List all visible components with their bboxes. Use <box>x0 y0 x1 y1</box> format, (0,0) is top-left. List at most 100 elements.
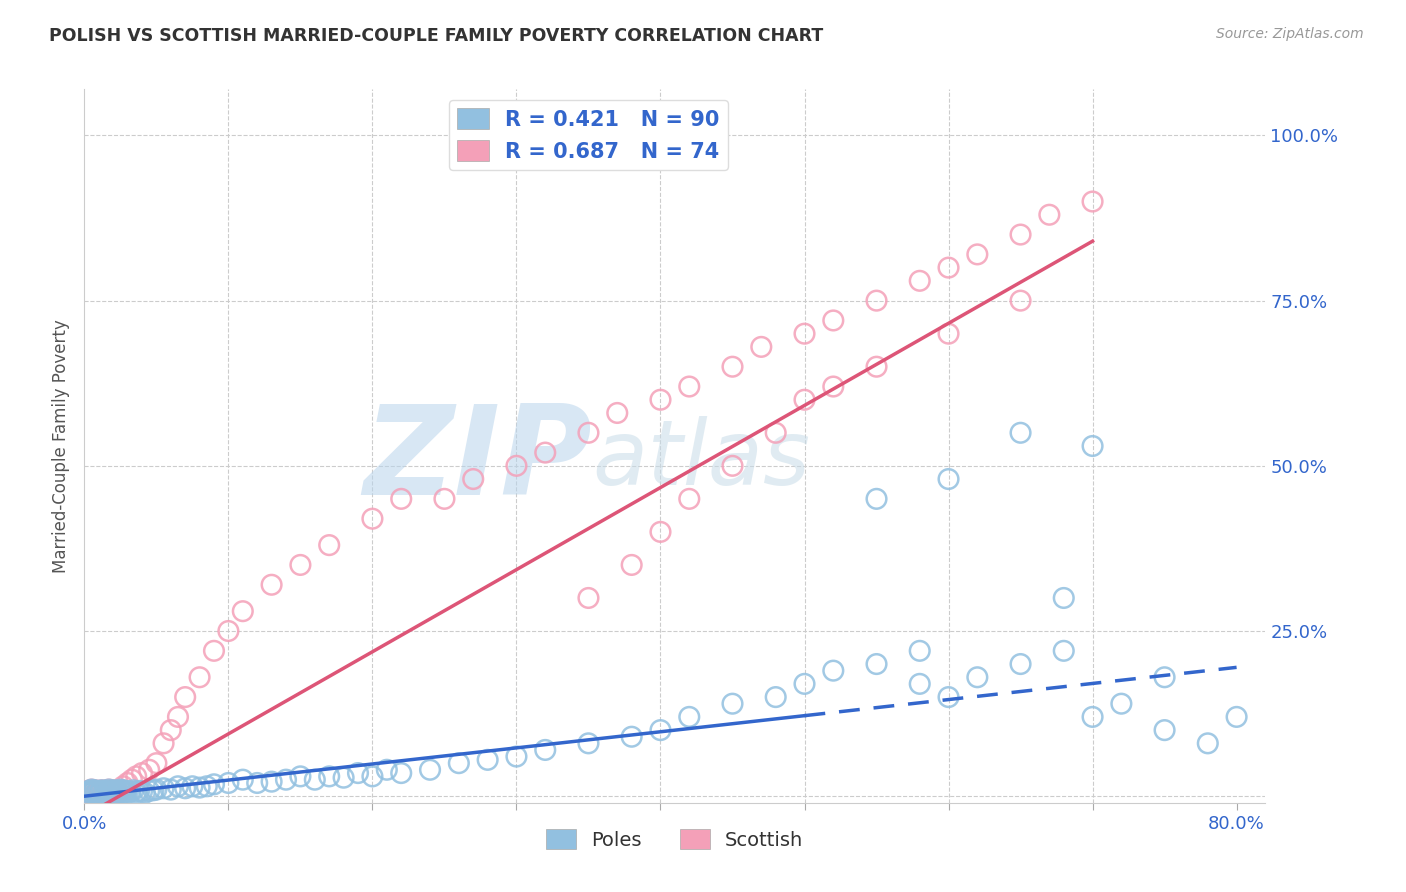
Point <box>1081 194 1104 209</box>
Point <box>86 784 108 798</box>
Point <box>98 785 121 799</box>
Point <box>650 392 672 407</box>
Point <box>534 445 557 459</box>
Point <box>721 697 744 711</box>
Point <box>87 785 110 799</box>
Point <box>578 591 600 605</box>
Point <box>167 710 190 724</box>
Point <box>86 784 108 798</box>
Point <box>650 723 672 738</box>
Point <box>1081 710 1104 724</box>
Point <box>101 784 124 798</box>
Point <box>80 782 103 797</box>
Point <box>823 379 845 393</box>
Point <box>77 784 100 798</box>
Point <box>167 779 190 793</box>
Point <box>76 786 98 800</box>
Point <box>94 784 117 798</box>
Point <box>80 782 103 797</box>
Point <box>217 776 239 790</box>
Point <box>765 425 787 440</box>
Point <box>159 723 181 738</box>
Point <box>1053 591 1076 605</box>
Text: atlas: atlas <box>592 417 810 504</box>
Point <box>145 782 167 797</box>
Point <box>375 763 398 777</box>
Point <box>117 786 139 800</box>
Point <box>87 786 110 800</box>
Point <box>89 784 111 798</box>
Point <box>606 406 628 420</box>
Point <box>620 730 643 744</box>
Point <box>1053 644 1076 658</box>
Point <box>93 784 115 798</box>
Point <box>90 783 112 797</box>
Point <box>274 772 297 787</box>
Point <box>107 784 129 798</box>
Point <box>142 783 165 797</box>
Point <box>966 670 988 684</box>
Point <box>122 783 145 797</box>
Point <box>793 392 815 407</box>
Point <box>1111 697 1133 711</box>
Point <box>793 326 815 341</box>
Point <box>202 644 225 658</box>
Point <box>83 783 105 797</box>
Point <box>433 491 456 506</box>
Point <box>76 786 98 800</box>
Point <box>125 785 148 799</box>
Point <box>108 785 131 799</box>
Point <box>246 776 269 790</box>
Point <box>578 736 600 750</box>
Point <box>108 785 131 799</box>
Point <box>389 491 412 506</box>
Point <box>463 472 485 486</box>
Point <box>98 785 121 799</box>
Point <box>419 763 441 777</box>
Point <box>823 664 845 678</box>
Point <box>110 782 132 797</box>
Point <box>96 786 118 800</box>
Point <box>152 736 174 750</box>
Point <box>89 784 111 798</box>
Point <box>84 786 107 800</box>
Point <box>131 766 153 780</box>
Point <box>93 784 115 798</box>
Point <box>134 786 156 800</box>
Point <box>318 538 340 552</box>
Point <box>865 293 887 308</box>
Point <box>115 784 138 798</box>
Point <box>107 784 129 798</box>
Point <box>232 772 254 787</box>
Point <box>145 756 167 771</box>
Point <box>232 604 254 618</box>
Point <box>91 786 114 800</box>
Point <box>159 782 181 797</box>
Point <box>90 783 112 797</box>
Point <box>721 458 744 473</box>
Point <box>477 753 499 767</box>
Point <box>112 783 135 797</box>
Point <box>347 766 370 780</box>
Point <box>505 749 527 764</box>
Point <box>505 458 527 473</box>
Point <box>290 769 312 783</box>
Point <box>361 769 384 783</box>
Point <box>79 785 101 799</box>
Point <box>188 780 211 795</box>
Point <box>865 491 887 506</box>
Point <box>131 784 153 798</box>
Point <box>1038 208 1060 222</box>
Point <box>82 784 104 798</box>
Point <box>112 779 135 793</box>
Point <box>260 774 283 789</box>
Point <box>578 425 600 440</box>
Text: ZIP: ZIP <box>364 400 592 521</box>
Point <box>865 657 887 671</box>
Point <box>1010 293 1032 308</box>
Point <box>318 769 340 783</box>
Point <box>332 771 354 785</box>
Point <box>105 786 128 800</box>
Point <box>304 772 326 787</box>
Point <box>966 247 988 261</box>
